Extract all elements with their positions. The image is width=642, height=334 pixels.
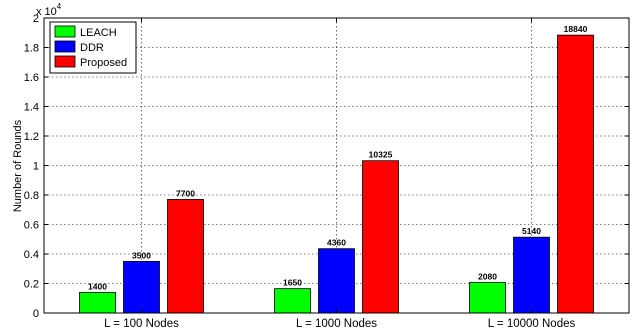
y-tick-label: 1.4: [24, 102, 39, 114]
bar-ddr: [513, 236, 550, 314]
bar-proposed: [557, 34, 594, 314]
y-tick-label: 0.8: [24, 190, 39, 202]
x-tick-label: L = 1000 Nodes: [296, 318, 377, 330]
legend-swatch-leach: [54, 25, 76, 38]
y-tick-label: 0.6: [24, 220, 39, 232]
x-tick-labels: L = 100 Nodes L = 1000 Nodes L = 10000 Nod…: [104, 318, 575, 330]
x-tick-label: L = 10000 Nodes: [488, 318, 576, 330]
legend: LEACH DDR Proposed: [49, 21, 137, 74]
scale-exponent: 4: [57, 2, 62, 11]
y-tick-label: 0.2: [24, 279, 39, 291]
data-labels: 1400 1650 2080 3500 4360 5140 7700 10325 18840: [88, 24, 588, 291]
y-tick-label: 2: [33, 13, 39, 25]
y-tick-labels: 0 0.2 0.4 0.6 0.8 1 1.2 1.4 1.6 1.8 2: [24, 13, 39, 320]
y-tick-label: 1: [33, 161, 39, 173]
legend-label-ddr: DDR: [80, 42, 104, 54]
legend-label-proposed: Proposed: [80, 57, 127, 69]
bar-leach: [274, 288, 311, 314]
data-label-ddr: 5140: [522, 226, 541, 236]
axis-ticks: [44, 17, 629, 314]
legend-label-leach: LEACH: [80, 27, 117, 39]
legend-swatch-ddr: [54, 40, 76, 53]
y-axis-scale-label: x 104: [36, 2, 62, 18]
data-label-proposed: 7700: [176, 188, 195, 198]
y-tick-label: 0.4: [24, 249, 39, 261]
bar-ddr: [123, 260, 160, 314]
y-tick-label: 1.8: [24, 43, 39, 55]
bar-leach: [79, 291, 116, 314]
bar-proposed: [167, 199, 204, 314]
y-axis-label: Number of Rounds: [12, 119, 24, 212]
x-tick-label: L = 100 Nodes: [104, 318, 179, 330]
bar-leach: [469, 281, 506, 314]
data-label-proposed: 18840: [564, 24, 588, 34]
y-tick-label: 1.2: [24, 131, 39, 143]
y-tick-label: 1.6: [24, 72, 39, 84]
data-label-ddr: 3500: [132, 250, 151, 260]
data-label-proposed: 10325: [369, 150, 393, 160]
y-tick-label: 0: [33, 308, 39, 320]
data-label-leach: 1650: [283, 278, 302, 288]
data-label-ddr: 4360: [327, 238, 346, 248]
scale-base: x 10: [36, 6, 57, 18]
legend-swatch-proposed: [54, 55, 76, 68]
bar-ddr: [318, 248, 355, 314]
data-label-leach: 2080: [478, 271, 497, 281]
data-label-leach: 1400: [88, 281, 107, 291]
bar-proposed: [362, 160, 399, 314]
